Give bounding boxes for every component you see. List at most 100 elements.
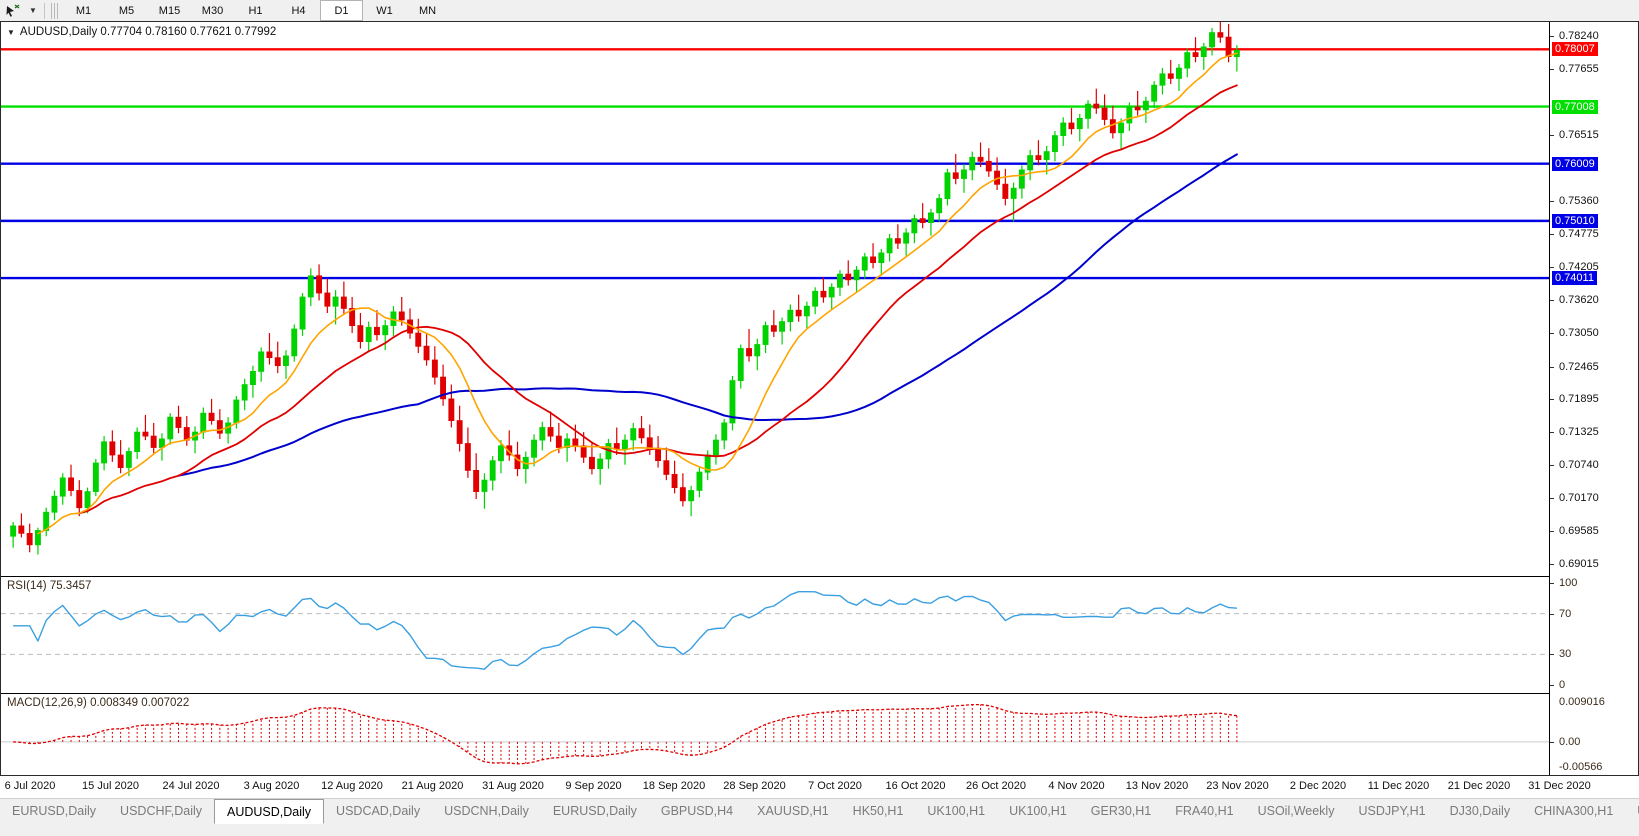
timeframe-d1[interactable]: D1 [320, 0, 363, 21]
price-tick-mark [1550, 300, 1554, 302]
chart-tab-eurusd-daily[interactable]: EURUSD,Daily [552, 804, 637, 818]
macd-tick-label: 0.009016 [1559, 696, 1605, 708]
chart-tab-china300-h1[interactable]: CHINA300,H1 [1534, 804, 1614, 818]
toolbar-grip[interactable] [51, 2, 59, 19]
date-axis-label: 24 Jul 2020 [162, 780, 220, 792]
symbol-ohlc-text: AUDUSD,Daily 0.77704 0.78160 0.77621 0.7… [19, 26, 277, 38]
chart-tab-uk100-h1[interactable]: UK100,H1 [927, 804, 986, 818]
price-scale[interactable]: 0.78240 0.77655 0.76515 0.75360 0.74775 0.742… [1549, 22, 1638, 775]
rsi-label: RSI(14) 75.3457 [7, 580, 92, 592]
chart-tab-usdcnh-daily[interactable]: USDCNH,Daily [444, 804, 529, 818]
chart-tab-eurusd-daily[interactable]: EURUSD,Daily [12, 804, 97, 818]
timeframe-m5[interactable]: M5 [118, 4, 135, 17]
price-tick-label: 0.75360 [1559, 194, 1599, 207]
date-axis-label: 31 Dec 2020 [1528, 780, 1591, 792]
macd-svg [1, 703, 1549, 765]
chart-plot-column[interactable]: ▼ AUDUSD,Daily 0.77704 0.78160 0.77621 0… [1, 22, 1549, 775]
chart-tab-gbpusd-h4[interactable]: GBPUSD,H4 [660, 804, 734, 818]
chart-tab-usdjpy-h1[interactable]: USDJPY,H1 [1358, 804, 1426, 818]
crosshair-cursor-icon[interactable] [0, 1, 26, 21]
timeframe-h1[interactable]: H1 [248, 4, 263, 17]
date-axis-label: 31 Aug 2020 [482, 780, 544, 792]
price-tick-mark [1550, 564, 1554, 565]
price-tick-label: 0.71895 [1559, 393, 1599, 406]
chart-tab-fra40-h1[interactable]: FRA40,H1 [1175, 804, 1234, 818]
price-tick-label: 0.72465 [1559, 360, 1599, 373]
price-candles-svg [1, 22, 1549, 555]
price-tick-label: 0.74205 [1559, 260, 1599, 273]
chart-tab-dj30-daily[interactable]: DJ30,Daily [1449, 804, 1511, 818]
date-axis-label: 26 Oct 2020 [966, 780, 1026, 792]
chart-tab-hk50-h1[interactable]: HK50,H1 [852, 804, 904, 818]
price-tick-label: 0.71325 [1559, 425, 1599, 438]
price-level-tag-blue[interactable]: 0.76009 [1552, 156, 1598, 171]
rsi-pane[interactable]: RSI(14) 75.3457 [1, 576, 1549, 692]
price-tick-label: 0.70740 [1559, 459, 1599, 472]
rsi-tick-label: 0 [1559, 679, 1566, 691]
chevron-down-icon[interactable]: ▼ [29, 6, 37, 15]
chart-tab-bar[interactable]: EURUSD,Daily USDCHF,Daily AUDUSD,Daily USDC… [0, 798, 1639, 836]
rsi-tick-mark [1550, 583, 1554, 584]
macd-pane[interactable]: MACD(12,26,9) 0.008349 0.007022 [1, 693, 1549, 775]
symbol-ohlc-header: ▼ AUDUSD,Daily 0.77704 0.78160 0.77621 0… [7, 26, 276, 38]
date-axis-label: 12 Aug 2020 [321, 780, 383, 792]
macd-tick-label: -0.00566 [1559, 761, 1603, 773]
timeframe-mn[interactable]: MN [418, 4, 437, 17]
rsi-tick-label: 30 [1559, 648, 1572, 661]
timeframe-m1[interactable]: M1 [75, 4, 92, 17]
date-axis-label: 7 Oct 2020 [808, 780, 862, 792]
price-tick-label: 0.69585 [1559, 525, 1599, 538]
price-level-tag-blue[interactable]: 0.74011 [1552, 271, 1597, 286]
rsi-tick-mark [1550, 685, 1554, 686]
price-tick-label: 0.76515 [1559, 128, 1599, 141]
chart-area[interactable]: ▼ AUDUSD,Daily 0.77704 0.78160 0.77621 0… [0, 21, 1639, 776]
chart-tab-usdchf-daily[interactable]: USDCHF,Daily [120, 804, 202, 818]
chart-tab-usoil[interactable]: USOil, [1625, 799, 1639, 823]
macd-label: MACD(12,26,9) 0.008349 0.007022 [7, 697, 190, 709]
price-pane[interactable]: ▼ AUDUSD,Daily 0.77704 0.78160 0.77621 0… [1, 22, 1549, 574]
chart-tab-usdcad-daily[interactable]: USDCAD,Daily [336, 804, 421, 818]
rsi-tick-mark [1550, 613, 1554, 615]
date-axis-label: 9 Sep 2020 [565, 780, 622, 792]
timeframe-m15[interactable]: M15 [158, 4, 181, 17]
date-axis[interactable]: 6 Jul 2020 15 Jul 2020 24 Jul 2020 3 Aug 20… [0, 776, 1639, 798]
timeframe-list: M1 M5 M15 M30 H1 H4 D1 W1 MN [62, 0, 449, 21]
date-axis-label: 16 Oct 2020 [885, 780, 946, 792]
rsi-svg [1, 591, 1549, 670]
price-tick-mark [1550, 200, 1554, 202]
date-axis-label: 21 Dec 2020 [1447, 780, 1511, 792]
price-tick-mark [1550, 234, 1554, 236]
chart-tab-audusd-daily[interactable]: AUDUSD,Daily [214, 799, 325, 824]
date-axis-label: 11 Dec 2020 [1367, 780, 1430, 792]
date-axis-label: 6 Jul 2020 [4, 780, 56, 792]
price-level-tag-green[interactable]: 0.77008 [1552, 99, 1598, 114]
date-axis-label: 15 Jul 2020 [82, 780, 139, 792]
date-axis-label: 3 Aug 2020 [243, 780, 300, 792]
price-tick-label: 0.73050 [1559, 327, 1599, 340]
price-level-tag-red[interactable]: 0.78007 [1552, 42, 1598, 57]
chart-tab-uk100-h1[interactable]: UK100,H1 [1009, 804, 1067, 818]
timeframe-h4[interactable]: H4 [291, 4, 306, 17]
price-tick-label: 0.78240 [1559, 30, 1599, 42]
timeframe-w1[interactable]: W1 [376, 4, 393, 17]
price-tick-label: 0.77655 [1559, 63, 1599, 76]
price-tick-label: 0.73620 [1559, 294, 1599, 307]
date-axis-label: 28 Sep 2020 [723, 780, 786, 792]
date-axis-label: 23 Nov 2020 [1206, 780, 1269, 792]
price-tick-mark [1550, 465, 1554, 467]
price-tick-label: 0.70170 [1559, 491, 1599, 504]
price-level-tag-blue[interactable]: 0.75010 [1552, 213, 1598, 228]
price-tick-mark [1550, 531, 1554, 533]
price-tick-mark [1550, 36, 1554, 37]
timeframe-m30[interactable]: M30 [201, 4, 224, 17]
rsi-tick-label: 70 [1559, 607, 1572, 620]
collapse-caret-icon[interactable]: ▼ [7, 27, 15, 37]
rsi-tick-label: 100 [1559, 577, 1578, 589]
chart-tab-usoil-weekly[interactable]: USOil,Weekly [1257, 804, 1335, 818]
date-axis-label: 2 Dec 2020 [1289, 780, 1347, 792]
price-tick-mark [1550, 69, 1554, 71]
macd-tick-mark [1550, 741, 1554, 743]
chart-tab-ger30-h1[interactable]: GER30,H1 [1090, 804, 1152, 818]
chart-tab-xauusd-h1[interactable]: XAUUSD,H1 [757, 804, 829, 818]
date-axis-label: 4 Nov 2020 [1048, 780, 1105, 792]
